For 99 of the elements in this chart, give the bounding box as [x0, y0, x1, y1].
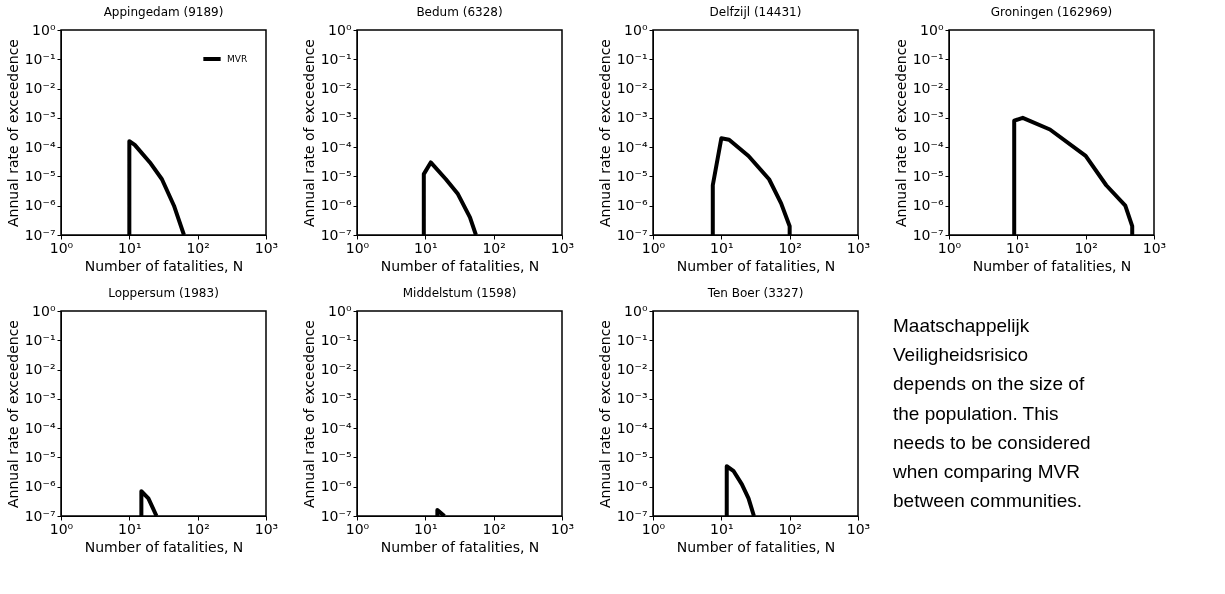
y-axis-title: Annual rate of exceedence: [300, 39, 317, 227]
chart-title: Bedum (6328): [416, 5, 503, 19]
x-tick-label: 10²: [186, 520, 210, 537]
x-tick-label: 10³: [550, 239, 575, 256]
y-tick-label: 10⁻¹: [616, 331, 648, 348]
x-tick-label: 10²: [1074, 239, 1098, 256]
y-tick-label: 10⁻⁶: [24, 478, 56, 495]
text: the population. This: [893, 402, 1059, 424]
text: between communities.: [893, 490, 1083, 512]
y-tick-label: 10⁻³: [616, 390, 648, 407]
y-tick-label: 10⁻²: [24, 80, 56, 97]
x-axis-title: Number of fatalities, N: [380, 257, 540, 274]
legend-label: MVR: [227, 54, 248, 64]
y-tick-label: 10⁻⁵: [320, 167, 352, 184]
y-tick-label: 10⁻⁶: [912, 197, 944, 214]
y-axis-title: Annual rate of exceedence: [596, 320, 613, 508]
y-tick-label: 10⁻¹: [912, 50, 944, 67]
x-axis-title: Number of fatalities, N: [972, 257, 1132, 274]
y-tick-label: 10⁻³: [24, 109, 56, 126]
y-tick-label: 10⁻²: [616, 80, 648, 97]
y-tick-label: 10⁻³: [320, 109, 352, 126]
y-tick-label: 10⁻⁴: [616, 419, 648, 436]
y-tick-label: 10⁻⁴: [616, 138, 648, 155]
y-tick-label: 10⁻⁵: [24, 167, 56, 184]
y-tick-label: 10⁻¹: [24, 50, 56, 67]
chart-title: Delfzijl (14431): [709, 5, 802, 19]
y-tick-label: 10⁻⁶: [320, 478, 352, 495]
y-tick-label: 10⁻⁵: [912, 167, 944, 184]
y-tick-label: 10⁻⁴: [912, 138, 944, 155]
x-tick-label: 10¹: [414, 520, 438, 537]
x-axis-title: Number of fatalities, N: [676, 257, 836, 274]
chart-title: Groningen (162969): [990, 5, 1113, 19]
y-tick-label: 10⁻¹: [616, 50, 648, 67]
x-tick-label: 10¹: [414, 239, 438, 256]
chart-title: Ten Boer (3327): [706, 286, 804, 300]
chart-title: Appingedam (9189): [103, 5, 224, 19]
y-tick-label: 10⁰: [32, 302, 56, 319]
text: needs to be considered: [893, 431, 1091, 453]
text: Veiligheidsrisico: [893, 343, 1029, 365]
y-axis-title: Annual rate of exceedence: [596, 39, 613, 227]
y-tick-label: 10⁻³: [912, 109, 944, 126]
y-tick-label: 10⁰: [328, 21, 352, 38]
y-tick-label: 10⁻¹: [24, 331, 56, 348]
x-tick-label: 10¹: [710, 520, 734, 537]
y-tick-label: 10⁻⁵: [24, 448, 56, 465]
y-tick-label: 10⁰: [32, 21, 56, 38]
x-tick-label: 10³: [846, 239, 871, 256]
x-tick-label: 10²: [482, 520, 506, 537]
y-tick-label: 10⁻¹: [320, 50, 352, 67]
chart-title: Middelstum (1598): [402, 286, 517, 300]
y-tick-label: 10⁻¹: [320, 331, 352, 348]
x-tick-label: 10¹: [1006, 239, 1030, 256]
text: depends on the size of: [893, 373, 1085, 395]
text: when comparing MVR: [892, 461, 1080, 483]
y-tick-label: 10⁻⁶: [320, 197, 352, 214]
y-tick-label: 10⁻²: [912, 80, 944, 97]
x-axis-title: Number of fatalities, N: [84, 538, 244, 555]
y-axis-title: Annual rate of exceedence: [892, 39, 909, 227]
y-tick-label: 10⁻³: [616, 109, 648, 126]
y-axis-title: Annual rate of exceedence: [4, 39, 21, 227]
x-tick-label: 10¹: [710, 239, 734, 256]
x-tick-label: 10²: [778, 520, 802, 537]
x-tick-label: 10²: [482, 239, 506, 256]
y-tick-label: 10⁰: [624, 302, 648, 319]
text: Maatschappelijk: [893, 314, 1030, 336]
chart-title: Loppersum (1983): [108, 286, 219, 300]
x-tick-label: 10³: [550, 520, 575, 537]
y-tick-label: 10⁻²: [24, 361, 56, 378]
y-axis-title: Annual rate of exceedence: [4, 320, 21, 508]
y-tick-label: 10⁰: [920, 21, 944, 38]
x-tick-label: 10³: [1142, 239, 1167, 256]
x-tick-label: 10³: [254, 520, 279, 537]
y-tick-label: 10⁻⁶: [24, 197, 56, 214]
y-tick-label: 10⁰: [328, 302, 352, 319]
y-tick-label: 10⁻²: [320, 361, 352, 378]
y-tick-label: 10⁻³: [24, 390, 56, 407]
y-tick-label: 10⁻³: [320, 390, 352, 407]
y-tick-label: 10⁻⁴: [320, 419, 352, 436]
y-axis-title: Annual rate of exceedence: [300, 320, 317, 508]
x-tick-label: 10¹: [118, 239, 142, 256]
x-tick-label: 10²: [186, 239, 210, 256]
y-tick-label: 10⁻⁴: [24, 138, 56, 155]
x-tick-label: 10³: [846, 520, 871, 537]
y-tick-label: 10⁻²: [320, 80, 352, 97]
y-tick-label: 10⁻⁴: [320, 138, 352, 155]
x-axis-title: Number of fatalities, N: [676, 538, 836, 555]
y-tick-label: 10⁻²: [616, 361, 648, 378]
y-tick-label: 10⁻⁵: [320, 448, 352, 465]
y-tick-label: 10⁻⁵: [616, 167, 648, 184]
x-axis-title: Number of fatalities, N: [84, 257, 244, 274]
y-tick-label: 10⁻⁴: [24, 419, 56, 436]
y-tick-label: 10⁰: [624, 21, 648, 38]
x-tick-label: 10²: [778, 239, 802, 256]
y-tick-label: 10⁻⁶: [616, 197, 648, 214]
x-tick-label: 10³: [254, 239, 279, 256]
x-axis-title: Number of fatalities, N: [380, 538, 540, 555]
y-tick-label: 10⁻⁵: [616, 448, 648, 465]
x-tick-label: 10¹: [118, 520, 142, 537]
y-tick-label: 10⁻⁶: [616, 478, 648, 495]
